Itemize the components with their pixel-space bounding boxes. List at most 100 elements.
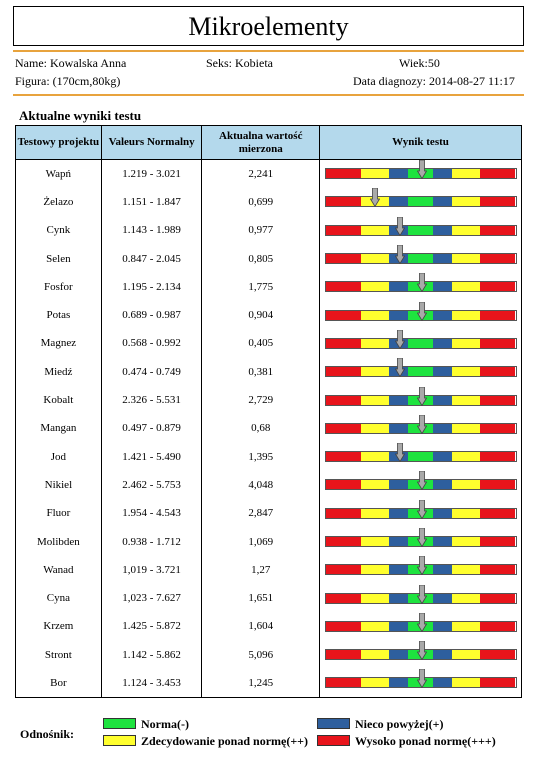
- arrow-down-icon: [394, 245, 405, 265]
- normal-range: 1.151 - 1.847: [101, 187, 203, 217]
- bar-segment: [451, 480, 481, 490]
- header-divider-top: [13, 50, 524, 52]
- normal-range: 1.142 - 5.862: [101, 640, 203, 669]
- table-row: Nikiel 2.462 - 5.753 4,048: [15, 470, 522, 500]
- measured-value: 0,805: [201, 244, 321, 273]
- arrow-down-icon: [417, 584, 428, 604]
- result-bar: [324, 414, 517, 434]
- bar-segment: [451, 452, 481, 462]
- bar-segment: [325, 282, 361, 292]
- normal-range: 1.425 - 5.872: [101, 612, 203, 641]
- bar-segment: [325, 565, 361, 575]
- bar-segment: [389, 423, 409, 433]
- table-row: Kobalt 2.326 - 5.531 2,729: [15, 385, 522, 415]
- bar-segment: [451, 254, 481, 264]
- bar-segment: [360, 452, 390, 462]
- bar-segment: [480, 593, 516, 603]
- bar-segment: [480, 367, 516, 377]
- result-cell: [320, 471, 522, 499]
- table-row: Molibden 0.938 - 1.712 1,069: [15, 527, 522, 556]
- result-cell: [320, 188, 522, 216]
- bar-segment: [360, 678, 390, 688]
- bar-segment: [480, 169, 516, 179]
- header-test-project: Testowy projektu: [15, 125, 102, 160]
- patient-sex: Seks: Kobieta: [206, 56, 273, 70]
- table-row: Żelazo 1.151 - 1.847 0,699: [15, 187, 522, 217]
- normal-range: 0.497 - 0.879: [101, 414, 203, 443]
- bar-segment: [325, 423, 361, 433]
- bar-segment: [451, 282, 481, 292]
- measured-value: 5,096: [201, 640, 321, 669]
- bar-segment: [480, 310, 516, 320]
- bar-segment: [451, 395, 481, 405]
- result-cell: [320, 442, 522, 470]
- bar-segment: [360, 508, 390, 518]
- result-cell: [320, 301, 522, 329]
- bar-segment: [451, 169, 481, 179]
- bar-segment: [408, 225, 433, 235]
- header-measured-value: Aktualna wartość mierzona: [201, 125, 321, 160]
- normal-range: 2.462 - 5.753: [101, 470, 203, 500]
- arrow-down-icon: [417, 528, 428, 547]
- normal-range: 0.847 - 2.045: [101, 244, 203, 273]
- bar-segment: [451, 537, 481, 546]
- arrow-down-icon: [394, 358, 405, 378]
- bar-segment: [480, 225, 516, 235]
- bar-segment: [480, 423, 516, 433]
- legend-swatch-norm: [103, 718, 136, 729]
- legend-text-slightly-above: Nieco powyżej(+): [355, 717, 444, 731]
- result-cell: [320, 556, 522, 584]
- bar-segment: [432, 593, 452, 603]
- bar-segment: [432, 678, 452, 688]
- bar-segment: [432, 282, 452, 292]
- bar-segment: [451, 593, 481, 603]
- bar-segment: [432, 621, 452, 631]
- table-row: Cyna 1,023 - 7.627 1,651: [15, 583, 522, 613]
- element-name: Miedź: [15, 357, 102, 386]
- measured-value: 0,977: [201, 216, 321, 245]
- bar-segment: [451, 310, 481, 320]
- arrow-down-icon: [417, 641, 428, 661]
- measured-value: 1,27: [201, 555, 321, 584]
- measured-value: 0,68: [201, 414, 321, 443]
- element-name: Selen: [15, 244, 102, 273]
- arrow-down-icon: [394, 216, 405, 236]
- bar-segment: [325, 338, 361, 348]
- result-bar: [324, 528, 517, 547]
- measured-value: 1,604: [201, 612, 321, 641]
- result-cell: [320, 499, 522, 527]
- bar-segment: [360, 310, 390, 320]
- table-row: Krzem 1.425 - 5.872 1,604: [15, 612, 522, 641]
- bar-segment: [360, 225, 390, 235]
- bar-segment: [451, 225, 481, 235]
- result-bar: [324, 358, 517, 378]
- legend-swatch-high-above: [317, 735, 350, 746]
- bar-segment: [451, 621, 481, 631]
- bar-segment: [360, 367, 390, 377]
- element-name: Molibden: [15, 527, 102, 556]
- bar-segment: [360, 650, 390, 660]
- measured-value: 0,904: [201, 300, 321, 330]
- bar-segment: [325, 593, 361, 603]
- bar-segment: [325, 395, 361, 405]
- bar-segment: [325, 678, 361, 688]
- element-name: Fluor: [15, 499, 102, 528]
- element-name: Mangan: [15, 414, 102, 443]
- measured-value: 1,395: [201, 442, 321, 471]
- bar-segment: [432, 338, 452, 348]
- normal-range: 0.938 - 1.712: [101, 527, 203, 556]
- table-row: Bor 1.124 - 3.453 1,245: [15, 668, 522, 698]
- table-row: Mangan 0.497 - 0.879 0,68: [15, 414, 522, 443]
- normal-range: 1,019 - 3.721: [101, 555, 203, 584]
- result-cell: [320, 216, 522, 244]
- legend-text-well-above: Zdecydowanie ponad normę(++): [141, 734, 309, 748]
- bar-segment: [432, 395, 452, 405]
- bar-segment: [360, 395, 390, 405]
- bar-segment: [480, 621, 516, 631]
- bar-segment: [480, 650, 516, 660]
- arrow-down-icon: [417, 612, 428, 632]
- bar-segment: [325, 310, 361, 320]
- arrow-down-icon: [417, 556, 428, 576]
- element-name: Bor: [15, 668, 102, 698]
- bar-segment: [389, 197, 409, 207]
